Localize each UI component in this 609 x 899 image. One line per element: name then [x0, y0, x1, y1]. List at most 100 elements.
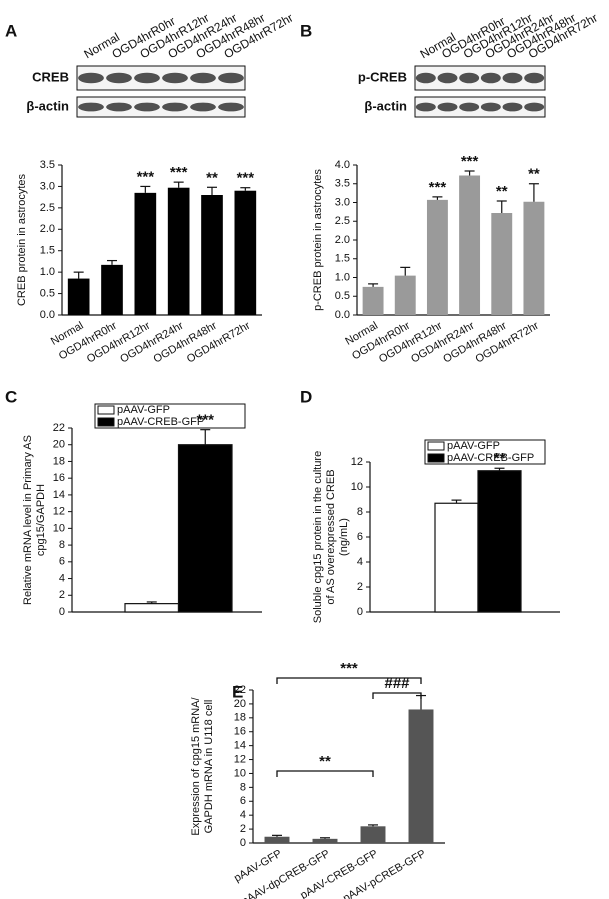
- bar: [264, 836, 290, 843]
- legend-swatch: [97, 405, 115, 415]
- y-tick-label: 2.0: [335, 234, 350, 246]
- bar: [477, 470, 522, 613]
- blot-label: p-CREB: [358, 69, 407, 84]
- blot-band: [190, 72, 216, 84]
- legend-label: pAAV-CREB-GFP: [447, 452, 534, 464]
- panel-letter: C: [5, 387, 17, 406]
- y-tick-label: 10: [53, 522, 65, 534]
- blot-band: [459, 102, 480, 112]
- y-tick-label: 0.0: [40, 309, 55, 321]
- blot-band: [190, 102, 216, 112]
- bar: [360, 826, 386, 843]
- y-tick-label: 10: [351, 481, 363, 493]
- blot-band: [524, 72, 545, 84]
- significance: **: [319, 753, 331, 770]
- blot-band: [78, 102, 104, 112]
- bar: [101, 264, 123, 315]
- legend-swatch: [427, 441, 445, 451]
- y-tick-label: 0.5: [40, 287, 55, 299]
- significance: ***: [340, 660, 358, 677]
- significance: **: [206, 169, 218, 186]
- y-tick-label: 1.0: [40, 266, 55, 278]
- significance: ***: [170, 164, 188, 181]
- y-tick-label: 0.0: [335, 309, 350, 321]
- y-tick-label: 10: [234, 767, 246, 779]
- y-tick-label: 2.5: [335, 215, 350, 227]
- y-axis-label: cpg15/GAPDH: [35, 484, 47, 556]
- y-tick-label: 4: [240, 809, 246, 821]
- y-tick-label: 6: [59, 556, 65, 568]
- y-tick-label: 4: [59, 572, 65, 584]
- y-tick-label: 3.0: [40, 180, 55, 192]
- bar: [201, 195, 223, 315]
- blot-band: [437, 72, 458, 84]
- bar: [523, 201, 545, 315]
- bar: [408, 709, 434, 843]
- blot-band: [502, 72, 523, 84]
- significance: ***: [237, 170, 255, 187]
- panel-letter: B: [300, 21, 312, 40]
- y-tick-label: 18: [234, 712, 246, 724]
- legend-box: [94, 403, 246, 429]
- blot-band: [162, 72, 188, 84]
- y-tick-label: 14: [53, 489, 65, 501]
- significance: ###: [384, 675, 410, 692]
- bar: [362, 286, 384, 315]
- y-tick-label: 1.5: [40, 245, 55, 257]
- y-tick-label: 0: [357, 606, 363, 618]
- bar: [394, 275, 416, 315]
- blot-band: [459, 72, 480, 84]
- y-tick-label: 2: [59, 589, 65, 601]
- significance: ***: [461, 153, 479, 170]
- y-tick-label: 2.5: [40, 202, 55, 214]
- significance: ***: [196, 412, 214, 429]
- y-tick-label: 3.5: [335, 178, 350, 190]
- y-axis-label: Relative mRNA level in Primary AS: [22, 435, 34, 605]
- y-tick-label: 6: [240, 795, 246, 807]
- bar: [177, 444, 233, 613]
- bracket: [372, 692, 422, 699]
- blot-band: [218, 102, 244, 112]
- blot-frame: [414, 96, 546, 118]
- panel-letter: D: [300, 387, 312, 406]
- bar: [124, 603, 180, 613]
- bar: [426, 199, 448, 315]
- y-tick-label: 0: [59, 606, 65, 618]
- blot-frame: [76, 65, 246, 91]
- bracket: [276, 770, 374, 777]
- legend-label: pAAV-GFP: [447, 440, 500, 452]
- blot-band: [415, 102, 436, 112]
- blot-band: [134, 72, 160, 84]
- y-tick-label: 0: [240, 837, 246, 849]
- bar: [67, 278, 90, 315]
- x-tick-label: pAAV-pCREB-GFP: [341, 848, 428, 899]
- bar: [459, 175, 481, 315]
- y-axis-label: CREB protein in astrocytes: [16, 173, 28, 306]
- blot-band: [480, 102, 501, 112]
- y-tick-label: 12: [234, 753, 246, 765]
- y-tick-label: 8: [59, 539, 65, 551]
- bar: [167, 187, 190, 315]
- blot-band: [134, 102, 160, 112]
- y-tick-label: 22: [53, 422, 65, 434]
- significance: ***: [137, 168, 155, 185]
- blot-band: [415, 72, 436, 84]
- panel-letter: E: [232, 682, 243, 701]
- y-tick-label: 8: [357, 506, 363, 518]
- y-axis-label: (ng/mL): [338, 518, 350, 556]
- y-tick-label: 2.0: [40, 223, 55, 235]
- y-tick-label: 20: [53, 439, 65, 451]
- y-tick-label: 2: [240, 823, 246, 835]
- bar: [312, 838, 338, 843]
- y-tick-label: 12: [351, 456, 363, 468]
- y-tick-label: 3.5: [40, 159, 55, 171]
- y-tick-label: 14: [234, 740, 246, 752]
- y-tick-label: 3.0: [335, 196, 350, 208]
- y-axis-label: Soluble cpg15 protein in the culture: [312, 451, 324, 623]
- bracket: [276, 677, 422, 684]
- significance: **: [496, 183, 508, 200]
- significance: ***: [429, 179, 447, 196]
- y-axis-label: GAPDH mRNA in U118 cell: [203, 700, 215, 834]
- blot-band: [218, 72, 244, 84]
- blot-band: [437, 102, 458, 112]
